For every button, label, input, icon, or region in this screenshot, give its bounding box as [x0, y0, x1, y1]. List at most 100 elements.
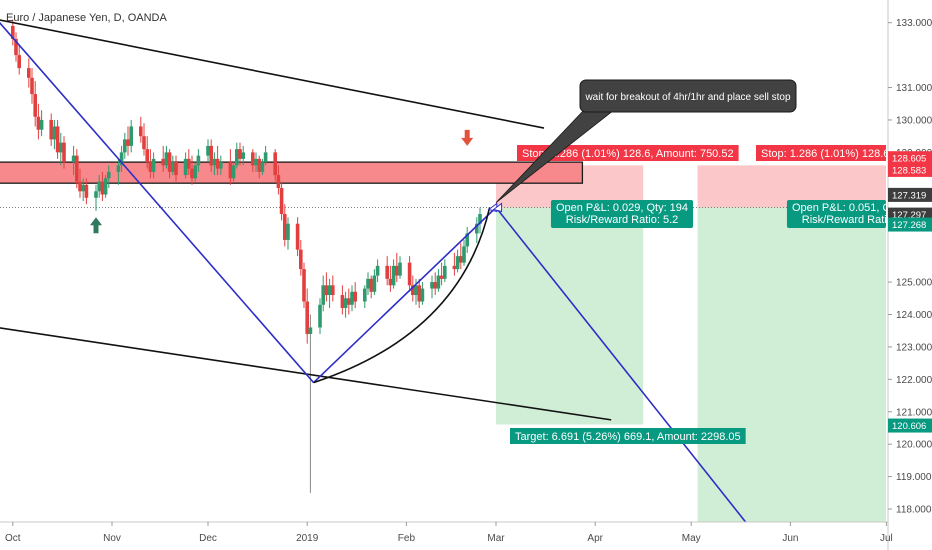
candle-body	[363, 288, 367, 302]
candle	[39, 110, 44, 137]
candle	[164, 145, 169, 169]
green-up-arrow	[90, 217, 102, 234]
candle	[391, 259, 396, 289]
candle	[59, 132, 63, 166]
y-tick-label: 125.000	[896, 278, 932, 289]
candle-body	[107, 171, 111, 179]
position-labels: Stop: 1.286 (1.01%) 128.6, Amount: 750.5…	[510, 145, 932, 444]
trendline-blue-down-1	[0, 21, 315, 384]
price-badge: 128.583	[888, 162, 932, 177]
candle-body	[97, 181, 101, 192]
candle-body	[94, 191, 98, 198]
candle-body	[17, 55, 21, 69]
candle-body	[215, 158, 220, 169]
candle	[81, 178, 85, 202]
candle-body	[49, 119, 53, 140]
candle-body	[27, 68, 31, 78]
candle-body	[465, 233, 469, 247]
candle	[235, 142, 239, 169]
candle-body	[139, 126, 143, 137]
candle-body	[324, 285, 329, 296]
candle-body	[398, 262, 402, 276]
candle-body	[206, 145, 210, 156]
candle-body	[228, 162, 233, 179]
candle	[350, 285, 354, 312]
candle	[126, 126, 130, 156]
candle-body	[59, 142, 63, 153]
pnl-label-1-bg	[550, 200, 694, 228]
candle	[94, 184, 98, 211]
trendlines-layer	[0, 19, 747, 523]
pnl-label-1-line-2: Risk/Reward Ratio: 5.2	[566, 214, 679, 226]
candle	[193, 162, 197, 182]
candle	[209, 139, 213, 172]
candle-body	[372, 275, 377, 292]
candle	[331, 275, 335, 302]
candle-body	[81, 184, 85, 192]
candle-body	[33, 94, 37, 117]
candle-body	[78, 181, 82, 192]
candle	[103, 175, 108, 198]
callout-box	[579, 79, 797, 113]
candle-body	[273, 152, 277, 176]
projection-curve	[313, 207, 491, 384]
candle	[231, 162, 236, 182]
stop-label-2-text: Stop: 1.286 (1.01%) 128.6, Amount: 750.5…	[761, 148, 932, 160]
candle-body	[62, 142, 66, 163]
candle	[151, 152, 156, 179]
candle-body	[343, 298, 348, 309]
candle-body	[52, 126, 57, 140]
candle	[321, 275, 325, 312]
candle-body	[84, 184, 89, 198]
candle-body	[276, 175, 281, 189]
candle	[215, 145, 220, 176]
candle-body	[167, 152, 172, 172]
candle-body	[251, 152, 255, 166]
candle	[119, 145, 124, 172]
candle	[27, 58, 31, 88]
candle	[228, 149, 233, 185]
x-tick-label: Dec	[199, 533, 217, 544]
price-badge-label: 128.583	[892, 165, 926, 176]
stop-label-2: Stop: 1.286 (1.01%) 128.6, Amount: 750.5…	[756, 145, 932, 161]
price-badge: 128.605	[888, 151, 932, 166]
candle	[167, 149, 172, 179]
candle	[71, 145, 76, 176]
candle-body	[353, 291, 357, 302]
candle-body	[263, 152, 268, 163]
candle-body	[318, 304, 322, 328]
candle	[439, 262, 444, 286]
candle	[55, 119, 60, 159]
candle	[11, 19, 15, 46]
candle	[420, 282, 425, 305]
y-tick-label: 122.000	[896, 375, 932, 386]
candlestick-series	[11, 19, 482, 493]
candle	[260, 158, 265, 176]
candle	[372, 269, 377, 296]
candle-body	[395, 265, 399, 276]
stop-label-1-text: Stop: 1.286 (1.01%) 128.6, Amount: 750.5…	[522, 148, 734, 160]
candle	[340, 285, 345, 315]
y-tick-label: 131.000	[896, 83, 932, 94]
candle	[363, 285, 367, 309]
candle-body	[30, 77, 34, 95]
candle	[398, 256, 402, 279]
candle-body	[212, 158, 217, 166]
candle	[395, 252, 399, 283]
candle-body	[123, 139, 127, 153]
candle	[475, 217, 479, 244]
candle	[148, 149, 153, 179]
candle-body	[238, 149, 242, 159]
candle-body	[369, 278, 373, 292]
y-tick-label: 130.000	[896, 115, 932, 126]
target-label-1-bg	[510, 428, 746, 444]
price-badge-label: 127.319	[892, 190, 926, 201]
candle-body	[462, 246, 466, 263]
candle	[52, 119, 57, 150]
candle	[327, 278, 332, 309]
candle-body	[260, 162, 265, 172]
candle	[190, 155, 194, 185]
candle	[174, 155, 178, 182]
candle-body	[129, 126, 133, 146]
